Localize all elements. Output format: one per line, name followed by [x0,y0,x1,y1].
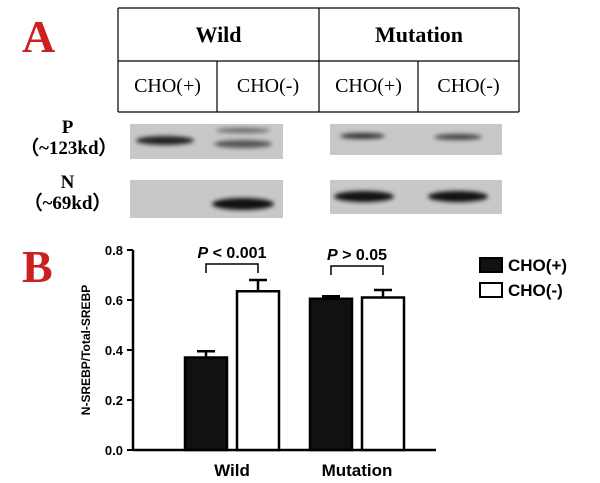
y-axis-label: N-SREBP/Total-SREBP [79,285,93,415]
band-label-p-name: P [61,117,74,138]
blot-p-wild [130,124,283,159]
significance-bracket [205,263,259,273]
bar [235,290,281,452]
band-p-mutation-cho-plus [340,133,385,139]
chart-axes: 0.0 0.2 0.4 0.6 0.8 N-SREBP/Total-SREBP Wild Mu… [79,243,436,480]
y-tick-label: 0.2 [105,393,123,408]
band-label-n: N （~69kd） [20,172,115,215]
bar [360,296,406,452]
legend-label: CHO(-) [508,281,563,300]
y-tick-label: 0.0 [105,443,123,458]
y-tick-label: 0.6 [105,293,123,308]
bar [308,297,354,452]
band-n-mutation-cho-minus [428,191,488,202]
band-label-n-name: N [60,172,75,193]
y-tick-label: 0.8 [105,243,123,258]
bar-chart: 0.0 0.2 0.4 0.6 0.8 N-SREBP/Total-SREBP Wild Mu… [79,243,567,480]
group-label-wild: Wild [195,22,242,47]
band-p-mutation-cho-minus [434,134,482,140]
condition-label-4: CHO(-) [437,75,500,97]
chart-annotations: P < 0.001 P > 0.05 [198,245,387,275]
band-label-p: P （~123kd） [20,117,118,160]
band-label-n-size: （~69kd） [23,192,112,214]
band-p-wild-cho-plus [136,136,194,145]
band-p-wild-cho-minus-upper [216,128,270,133]
band-n-mutation-cho-plus [334,191,394,202]
blot-n-wild [130,180,283,218]
condition-label-2: CHO(-) [236,75,300,97]
panel-a-table [117,7,520,113]
blot-n-mutation [330,180,502,214]
band-label-p-size: （~123kd） [20,137,118,159]
condition-label-3: CHO(+) [335,75,402,97]
significance-label: P < 0.001 [198,245,267,262]
x-category-label: Wild [214,461,250,480]
significance-bracket [330,265,384,275]
panel-b-letter: B [22,241,53,292]
condition-label-1: CHO(+) [134,75,201,97]
legend-label: CHO(+) [508,256,567,275]
bar [183,356,229,452]
chart-legend: CHO(+) CHO(-) [479,256,567,300]
blot-p-mutation [330,124,502,155]
group-label-mutation: Mutation [375,22,463,47]
chart-bars [183,278,406,452]
band-p-wild-cho-minus [214,140,272,148]
legend-swatch [479,282,503,298]
band-n-wild-cho-minus [212,198,274,210]
x-category-label: Mutation [322,461,393,480]
panel-a-letter: A [22,11,56,62]
significance-label: P > 0.05 [327,247,387,264]
y-tick-label: 0.4 [105,343,124,358]
legend-swatch [479,257,503,273]
